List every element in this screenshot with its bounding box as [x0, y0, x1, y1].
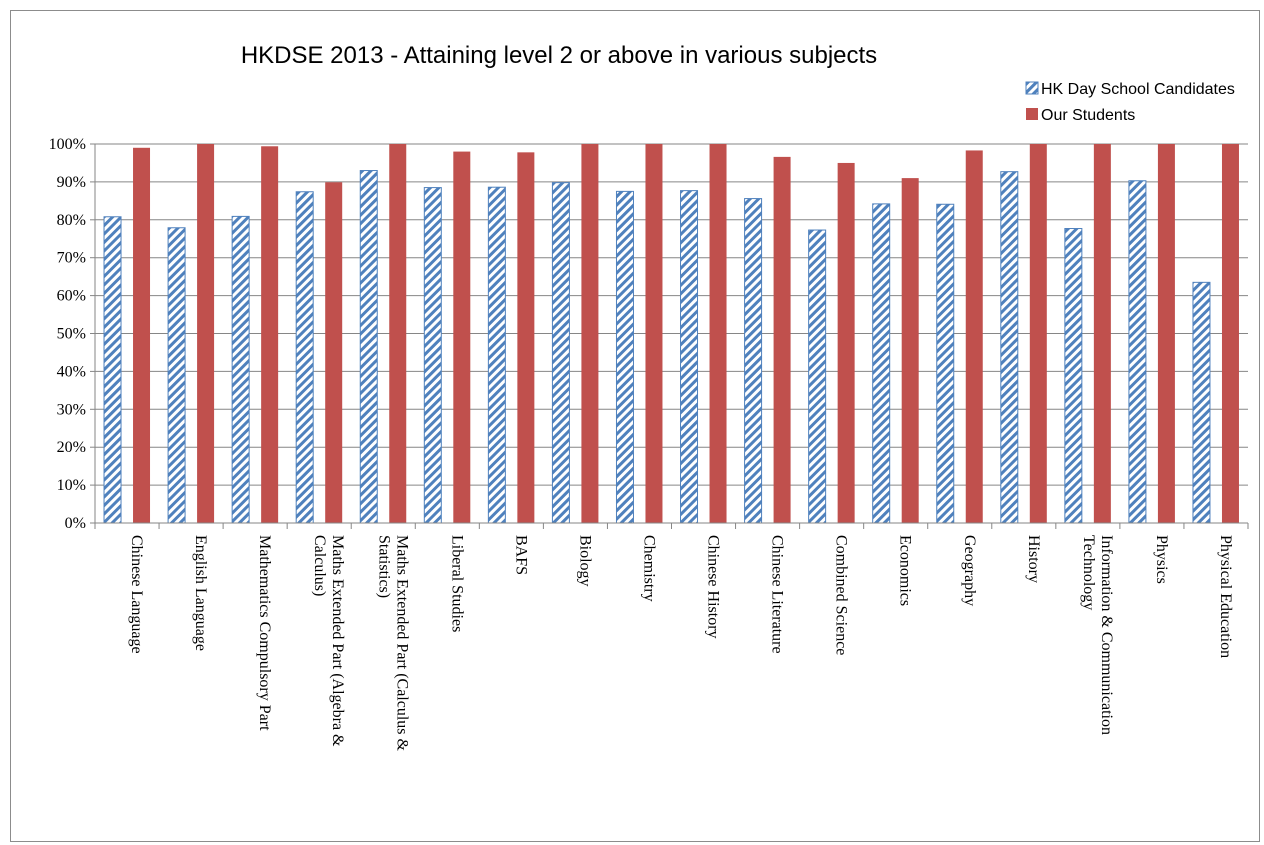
bar-hk-day-school [936, 203, 955, 524]
bar-hk-day-school [487, 186, 506, 524]
chart-title: HKDSE 2013 - Attaining level 2 or above … [241, 42, 877, 69]
bar-our-students [901, 178, 919, 524]
category-label: Biology [576, 535, 593, 587]
category-label: Technology [1080, 535, 1097, 610]
y-tick-label: 20% [57, 439, 86, 456]
bar-our-students [837, 162, 855, 523]
bar-hk-day-school [167, 227, 186, 524]
category-label: Liberal Studies [448, 535, 465, 632]
bars [103, 144, 1239, 524]
category-label: Maths Extended Part (Algebra & [329, 535, 346, 747]
bar-hk-day-school [103, 216, 122, 524]
bar-our-students [1157, 144, 1175, 523]
chart-frame: HKDSE 2013 - Attaining level 2 or above … [10, 10, 1260, 842]
y-tick-label: 0% [65, 515, 86, 532]
category-label: English Language [192, 535, 209, 651]
y-tick-label: 70% [57, 250, 86, 267]
bar-hk-day-school [295, 191, 314, 524]
y-tick-label: 30% [57, 401, 86, 418]
legend-label-our-students: Our Students [1041, 107, 1135, 124]
category-label: Information & Communication [1098, 535, 1115, 735]
bar-our-students [133, 147, 151, 524]
bar-our-students [965, 150, 983, 523]
bar-our-students [709, 144, 727, 523]
category-label: Geography [961, 535, 978, 606]
bar-hk-day-school [872, 203, 891, 524]
bar-hk-day-school [1064, 228, 1083, 524]
y-axis-ticks: 0% 10% 20% 30% 40% 50% 60% 70% 80% 90% 100% [49, 136, 95, 532]
bar-our-students [581, 144, 599, 523]
y-tick-label: 60% [57, 288, 86, 305]
bar-hk-day-school [1192, 281, 1211, 524]
bar-chart: HKDSE 2013 - Attaining level 2 or above … [49, 42, 1249, 752]
category-label: Chinese Language [128, 535, 145, 654]
bar-our-students [261, 146, 279, 524]
bar-hk-day-school [808, 229, 827, 524]
bar-hk-day-school [423, 187, 442, 524]
y-tick-label: 10% [57, 477, 86, 494]
bar-hk-day-school [1000, 171, 1019, 524]
y-tick-label: 80% [57, 212, 86, 229]
y-tick-label: 90% [57, 174, 86, 191]
bar-hk-day-school [359, 170, 378, 524]
category-label: Chemistry [640, 535, 657, 602]
category-label: Chinese Literature [769, 535, 786, 654]
bar-hk-day-school [680, 190, 699, 524]
bar-our-students [197, 144, 215, 523]
y-tick-label: 50% [57, 326, 86, 343]
bar-our-students [453, 151, 471, 523]
category-label: Maths Extended Part (Calculus & [393, 535, 410, 752]
bar-our-students [1221, 144, 1239, 523]
category-label: Physics [1153, 535, 1170, 584]
category-label: Physical Education [1217, 535, 1234, 658]
bar-our-students [1093, 144, 1111, 523]
bar-our-students [325, 182, 343, 524]
category-label: History [1025, 535, 1042, 583]
category-label: Calculus) [311, 535, 328, 596]
bar-our-students [645, 144, 663, 523]
category-label: Economics [897, 535, 914, 606]
legend: HK Day School Candidates Our Students [1025, 81, 1235, 124]
bar-our-students [517, 152, 535, 523]
category-label: Combined Science [833, 535, 850, 655]
category-label: Statistics) [375, 535, 392, 598]
category-labels: Chinese Language English Language Mathemat… [128, 535, 1234, 752]
bar-our-students [1029, 144, 1047, 523]
y-tick-label: 40% [57, 363, 86, 380]
bar-hk-day-school [744, 198, 763, 524]
bar-our-students [773, 156, 791, 524]
category-label: Chinese History [705, 535, 722, 639]
legend-swatch-hk-day-school [1025, 81, 1039, 95]
legend-swatch-our-students [1026, 108, 1038, 120]
category-label: BAFS [512, 535, 529, 575]
bar-our-students [389, 144, 407, 523]
gridlines [95, 143, 1248, 486]
bar-hk-day-school [1128, 180, 1147, 524]
bar-hk-day-school [231, 215, 250, 524]
legend-label-hk-day-school: HK Day School Candidates [1041, 81, 1235, 98]
bar-hk-day-school [551, 182, 570, 524]
category-label: Mathematics Compulsory Part [256, 535, 273, 731]
bar-hk-day-school [615, 190, 634, 524]
y-tick-label: 100% [49, 136, 86, 153]
axes [94, 144, 1249, 529]
